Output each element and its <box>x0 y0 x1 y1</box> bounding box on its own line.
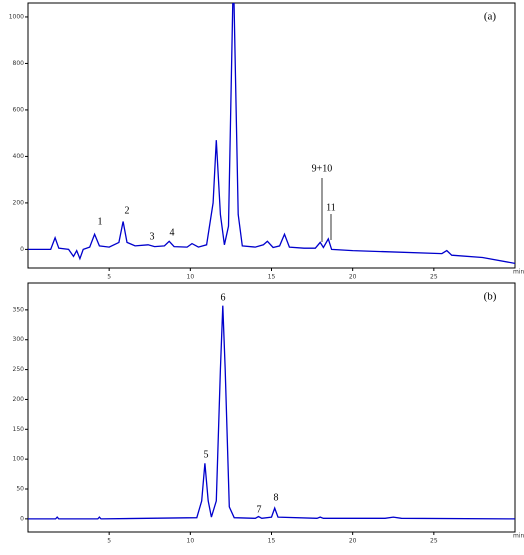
y-tick-label: 400 <box>13 153 25 160</box>
peak-label: 9+10 <box>312 163 333 174</box>
peak-label: 8 <box>274 492 279 503</box>
panel-label: (b) <box>484 291 497 303</box>
peak-label: 5 <box>204 449 209 460</box>
peak-label: 1 <box>98 216 103 227</box>
x-tick-label: 25 <box>430 274 438 281</box>
y-tick-label: 600 <box>13 106 25 113</box>
peak-label: 3 <box>150 231 155 242</box>
y-tick-label: 200 <box>13 199 25 206</box>
peak-label: 4 <box>170 227 175 238</box>
x-tick-label: 15 <box>268 274 276 281</box>
panel-label: (a) <box>484 11 497 23</box>
x-tick-label: 10 <box>187 274 195 281</box>
peak-label: 6 <box>221 292 226 303</box>
x-tick-label: 5 <box>107 538 111 545</box>
plot-frame <box>27 282 516 533</box>
x-tick-label: 20 <box>349 274 357 281</box>
x-axis-label: min <box>513 533 524 540</box>
y-tick-label: 350 <box>13 306 25 313</box>
y-tick-label: 100 <box>13 456 25 463</box>
x-tick-label: 20 <box>349 538 357 545</box>
x-axis-label: min <box>513 269 524 276</box>
x-tick-label: 25 <box>430 538 438 545</box>
y-tick-label: 150 <box>13 426 25 433</box>
y-tick-label: 1000 <box>9 13 24 20</box>
plot-frame <box>27 2 516 269</box>
y-tick-label: 0 <box>20 515 24 522</box>
y-tick-label: 800 <box>13 60 25 67</box>
peak-label: 2 <box>125 205 130 216</box>
y-tick-label: 50 <box>16 486 24 493</box>
chromatogram-trace <box>28 3 515 265</box>
x-tick-label: 15 <box>268 538 276 545</box>
y-tick-label: 200 <box>13 396 25 403</box>
x-tick-label: 5 <box>107 274 111 281</box>
chromatogram-trace <box>28 305 515 520</box>
x-tick-label: 10 <box>187 538 195 545</box>
y-tick-label: 250 <box>13 366 25 373</box>
peak-label: 7 <box>257 504 262 515</box>
y-tick-label: 0 <box>20 246 24 253</box>
y-tick-label: 300 <box>13 336 25 343</box>
peak-label: 11 <box>326 202 336 213</box>
